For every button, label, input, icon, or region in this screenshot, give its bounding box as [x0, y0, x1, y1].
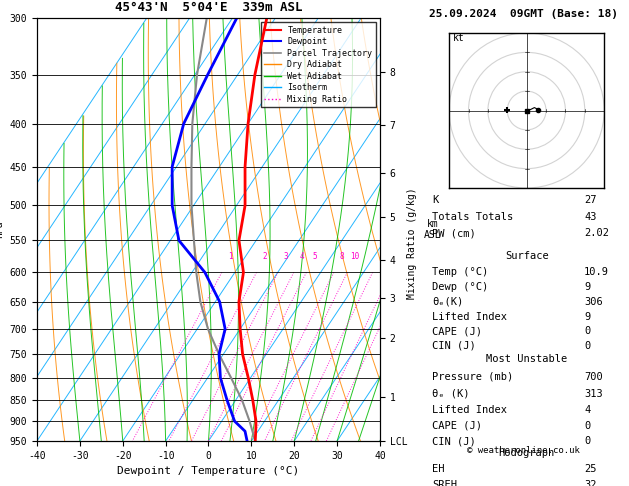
X-axis label: Dewpoint / Temperature (°C): Dewpoint / Temperature (°C) — [118, 466, 299, 476]
Text: 32: 32 — [584, 480, 596, 486]
Text: 306: 306 — [584, 297, 603, 307]
Text: Most Unstable: Most Unstable — [486, 354, 567, 364]
Text: Lifted Index: Lifted Index — [433, 312, 508, 322]
Text: EH: EH — [433, 464, 445, 473]
Text: 9: 9 — [584, 312, 590, 322]
Text: 0: 0 — [584, 421, 590, 431]
Text: Mixing Ratio (g/kg): Mixing Ratio (g/kg) — [407, 187, 417, 299]
Text: 9: 9 — [584, 282, 590, 292]
Text: CAPE (J): CAPE (J) — [433, 326, 482, 336]
Text: 1: 1 — [228, 252, 233, 261]
Y-axis label: hPa: hPa — [0, 221, 4, 238]
Text: 2: 2 — [262, 252, 267, 261]
Y-axis label: km
ASL: km ASL — [423, 219, 441, 240]
Text: Dewp (°C): Dewp (°C) — [433, 282, 489, 292]
Text: Lifted Index: Lifted Index — [433, 405, 508, 415]
Text: 3: 3 — [284, 252, 288, 261]
Text: Temp (°C): Temp (°C) — [433, 267, 489, 278]
Text: 5: 5 — [312, 252, 316, 261]
Text: 43: 43 — [584, 211, 596, 222]
Text: 25: 25 — [584, 464, 596, 473]
Text: 27: 27 — [584, 195, 596, 205]
Text: 313: 313 — [584, 389, 603, 399]
Text: 700: 700 — [584, 371, 603, 382]
Text: Hodograph: Hodograph — [499, 448, 555, 458]
Text: θₑ(K): θₑ(K) — [433, 297, 464, 307]
Text: 2.02: 2.02 — [584, 228, 609, 238]
Text: 0: 0 — [584, 436, 590, 446]
Text: 8: 8 — [339, 252, 344, 261]
Text: SREH: SREH — [433, 480, 457, 486]
Text: CIN (J): CIN (J) — [433, 341, 476, 351]
Text: 10.9: 10.9 — [584, 267, 609, 278]
Text: 0: 0 — [584, 326, 590, 336]
Text: 4: 4 — [299, 252, 304, 261]
Text: Totals Totals: Totals Totals — [433, 211, 514, 222]
Text: θₑ (K): θₑ (K) — [433, 389, 470, 399]
Text: CAPE (J): CAPE (J) — [433, 421, 482, 431]
Text: Surface: Surface — [504, 251, 548, 260]
Text: © weatheronline.co.uk: © weatheronline.co.uk — [467, 446, 580, 455]
Text: Pressure (mb): Pressure (mb) — [433, 371, 514, 382]
Text: CIN (J): CIN (J) — [433, 436, 476, 446]
Text: 45°43'N  5°04'E  339m ASL: 45°43'N 5°04'E 339m ASL — [114, 1, 303, 14]
Text: K: K — [433, 195, 439, 205]
Text: kt: kt — [453, 33, 465, 43]
Text: 4: 4 — [584, 405, 590, 415]
Text: 0: 0 — [584, 341, 590, 351]
Legend: Temperature, Dewpoint, Parcel Trajectory, Dry Adiabat, Wet Adiabat, Isotherm, Mi: Temperature, Dewpoint, Parcel Trajectory… — [261, 22, 376, 107]
Text: 25.09.2024  09GMT (Base: 18): 25.09.2024 09GMT (Base: 18) — [429, 9, 618, 19]
Text: PW (cm): PW (cm) — [433, 228, 476, 238]
Text: 10: 10 — [350, 252, 360, 261]
